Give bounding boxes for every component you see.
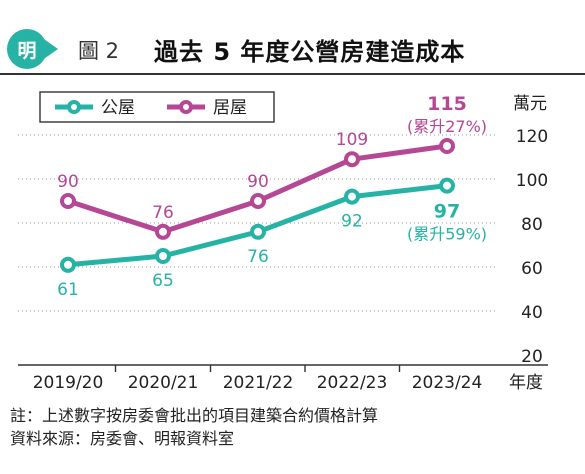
footnote: 註：上述數字按房委會批出的項目建築合約價格計算 資料來源：房委會、明報資料室 xyxy=(10,404,378,450)
legend-label: 公屋 xyxy=(101,98,135,118)
logo-text: 明 xyxy=(17,39,37,62)
footnote-source: 資料來源：房委會、明報資料室 xyxy=(10,429,235,448)
legend: 公屋 居屋 xyxy=(39,91,275,123)
data-point xyxy=(155,248,171,264)
data-label: 90 xyxy=(57,172,79,192)
annotation-label: (累升59%) xyxy=(407,225,487,244)
legend-swatch-marker xyxy=(179,100,193,114)
figure-label: 圖 2 xyxy=(78,39,120,63)
data-label: 97 xyxy=(434,201,460,223)
chart-header: 明 圖 2 過去 5 年度公營房建造成本 xyxy=(0,0,585,72)
x-tick-label: 2019/20 xyxy=(33,373,104,393)
data-label: 61 xyxy=(57,280,79,300)
data-label: 115 xyxy=(427,93,467,115)
ming-pao-logo: 明 xyxy=(7,29,47,69)
data-point xyxy=(60,256,76,273)
y-axis: 20 40 60 80 100 120 萬元 xyxy=(513,94,548,367)
data-labels: 61 65 76 92 97 (累升59%) 90 76 90 109 115 (累升27%) xyxy=(57,93,487,300)
x-tick-label: 2020/21 xyxy=(128,373,199,393)
x-tick-label: 2023/24 xyxy=(412,373,483,393)
data-label: 109 xyxy=(336,130,368,150)
data-label: 92 xyxy=(341,212,363,232)
y-tick-label: 20 xyxy=(521,347,543,367)
data-point xyxy=(439,138,455,154)
y-tick-label: 80 xyxy=(521,215,543,235)
annotation-label: (累升27%) xyxy=(407,117,487,136)
data-point xyxy=(344,151,360,168)
y-axis-unit-label: 萬元 xyxy=(513,94,547,114)
header-rule xyxy=(0,73,585,75)
data-point xyxy=(439,177,455,194)
y-tick-label: 120 xyxy=(516,127,548,147)
chart-title: 過去 5 年度公營房建造成本 xyxy=(154,38,466,66)
gridlines xyxy=(18,134,495,312)
data-point xyxy=(250,223,266,240)
data-label: 76 xyxy=(152,203,174,223)
x-tick-label: 2022/23 xyxy=(317,373,388,393)
x-axis-label: 年度 xyxy=(509,373,543,393)
x-axis: 2019/20 2020/21 2021/22 2022/23 2023/24 年度 xyxy=(18,364,548,393)
data-label: 65 xyxy=(152,271,174,291)
data-label: 90 xyxy=(247,172,269,192)
data-label: 76 xyxy=(247,247,269,267)
y-tick-label: 60 xyxy=(521,259,543,279)
y-tick-label: 40 xyxy=(521,303,543,323)
legend-label: 居屋 xyxy=(213,98,247,118)
data-point xyxy=(155,223,171,240)
legend-swatch-marker xyxy=(67,100,81,114)
x-tick-label: 2021/22 xyxy=(223,373,294,393)
footnote-note: 註：上述數字按房委會批出的項目建築合約價格計算 xyxy=(10,406,379,425)
data-point xyxy=(60,193,76,209)
series-group xyxy=(60,138,455,273)
data-point xyxy=(250,193,266,209)
data-point xyxy=(344,188,360,205)
y-tick-label: 100 xyxy=(516,171,548,191)
